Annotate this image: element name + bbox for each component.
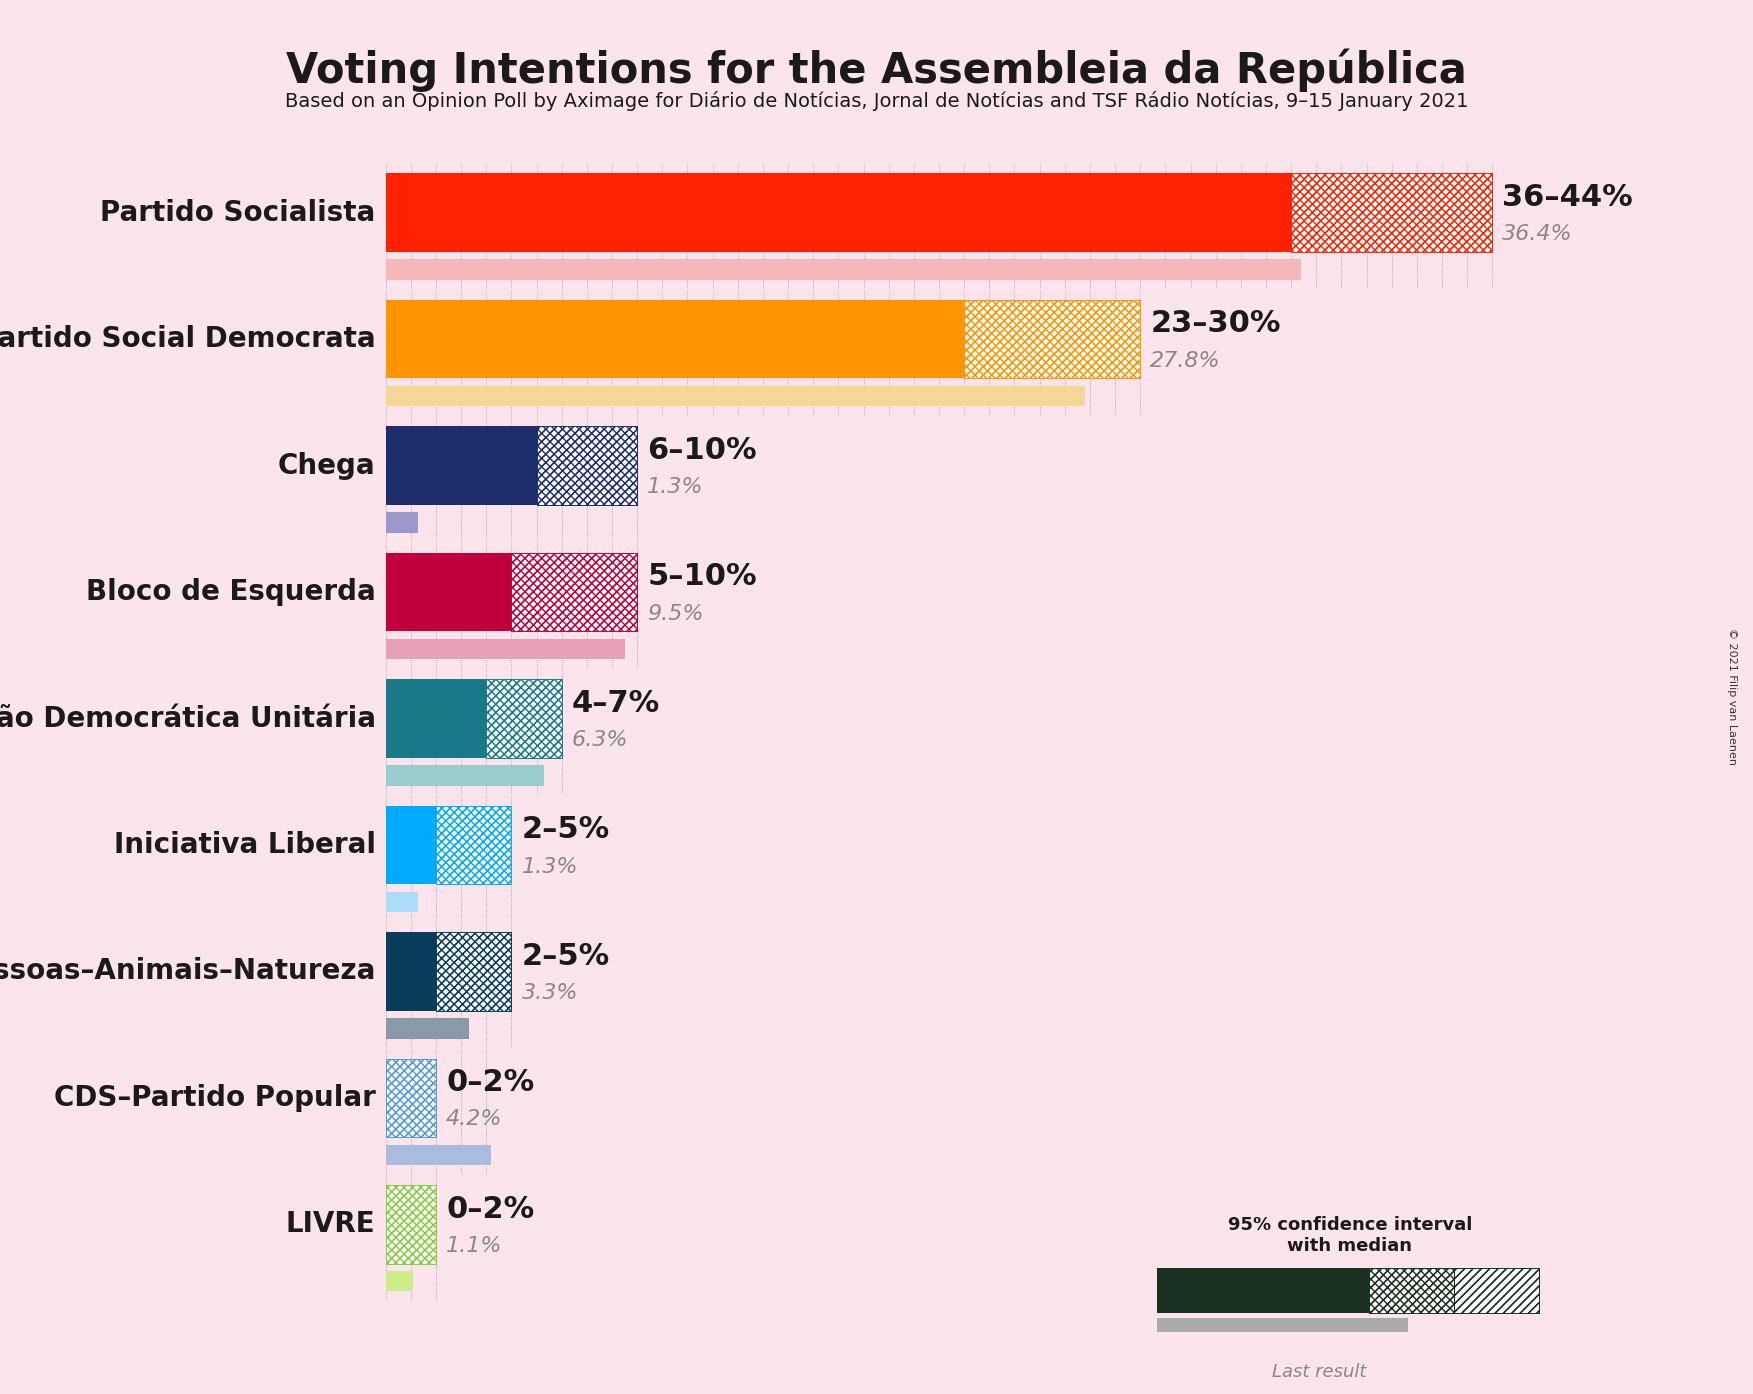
Bar bbox=[436, 806, 512, 884]
Bar bbox=[536, 427, 636, 505]
Text: LIVRE: LIVRE bbox=[286, 1210, 375, 1238]
Text: 6.3%: 6.3% bbox=[571, 730, 628, 750]
Text: Last result: Last result bbox=[1271, 1363, 1366, 1381]
Bar bbox=[386, 892, 419, 912]
Text: 3.3%: 3.3% bbox=[521, 983, 578, 1004]
Bar bbox=[386, 386, 1085, 406]
Bar bbox=[386, 1144, 491, 1165]
Bar bbox=[386, 553, 512, 631]
Bar bbox=[386, 933, 436, 1011]
Bar bbox=[386, 1185, 436, 1263]
Text: Pessoas–Animais–Natureza: Pessoas–Animais–Natureza bbox=[0, 958, 375, 986]
Text: 4.2%: 4.2% bbox=[445, 1110, 503, 1129]
Text: 36.4%: 36.4% bbox=[1502, 224, 1572, 244]
Bar bbox=[1453, 1269, 1539, 1313]
Bar bbox=[436, 933, 512, 1011]
Bar bbox=[386, 1059, 436, 1138]
Bar bbox=[386, 679, 486, 758]
Text: 2–5%: 2–5% bbox=[521, 942, 610, 970]
Text: Based on an Opinion Poll by Aximage for Diário de Notícias, Jornal de Notícias a: Based on an Opinion Poll by Aximage for … bbox=[284, 91, 1469, 110]
Bar bbox=[1453, 1269, 1539, 1313]
Bar bbox=[386, 173, 1292, 252]
Text: Partido Socialista: Partido Socialista bbox=[100, 199, 375, 227]
Bar bbox=[1292, 173, 1492, 252]
Text: 4–7%: 4–7% bbox=[571, 689, 661, 718]
Text: 36–44%: 36–44% bbox=[1502, 183, 1634, 212]
Bar bbox=[964, 300, 1139, 378]
Bar bbox=[964, 300, 1139, 378]
Text: Chega: Chega bbox=[279, 452, 375, 480]
Text: Coligação Democrática Unitária: Coligação Democrática Unitária bbox=[0, 704, 375, 733]
Bar bbox=[1157, 1269, 1369, 1313]
Bar bbox=[1369, 1269, 1453, 1313]
Bar bbox=[386, 513, 419, 533]
Bar bbox=[486, 679, 561, 758]
Bar bbox=[1292, 173, 1492, 252]
Text: 0–2%: 0–2% bbox=[445, 1068, 535, 1097]
Bar bbox=[386, 427, 536, 505]
Bar bbox=[386, 638, 624, 659]
Bar bbox=[386, 300, 964, 378]
Text: CDS–Partido Popular: CDS–Partido Popular bbox=[54, 1085, 375, 1112]
Bar bbox=[1292, 173, 1492, 252]
Bar bbox=[512, 553, 636, 631]
Bar bbox=[386, 1018, 468, 1039]
Text: 0–2%: 0–2% bbox=[445, 1195, 535, 1224]
Text: Bloco de Esquerda: Bloco de Esquerda bbox=[86, 579, 375, 606]
Bar bbox=[536, 427, 636, 505]
Text: 5–10%: 5–10% bbox=[647, 562, 757, 591]
Bar bbox=[386, 259, 1301, 280]
Text: 9.5%: 9.5% bbox=[647, 604, 703, 623]
Bar bbox=[964, 300, 1139, 378]
Bar bbox=[386, 765, 543, 786]
Text: 95% confidence interval
with median: 95% confidence interval with median bbox=[1227, 1216, 1473, 1255]
Bar bbox=[1157, 1319, 1408, 1333]
Bar bbox=[512, 553, 636, 631]
Text: Voting Intentions for the Assembleia da República: Voting Intentions for the Assembleia da … bbox=[286, 49, 1467, 92]
Bar bbox=[436, 806, 512, 884]
Text: 23–30%: 23–30% bbox=[1150, 309, 1281, 339]
Text: Iniciativa Liberal: Iniciativa Liberal bbox=[114, 831, 375, 859]
Bar bbox=[386, 1271, 414, 1291]
Bar bbox=[486, 679, 561, 758]
Bar bbox=[486, 679, 561, 758]
Bar bbox=[436, 933, 512, 1011]
Text: 6–10%: 6–10% bbox=[647, 436, 757, 466]
Bar bbox=[1369, 1269, 1453, 1313]
Bar bbox=[386, 1059, 436, 1138]
Text: 1.3%: 1.3% bbox=[521, 856, 578, 877]
Text: 2–5%: 2–5% bbox=[521, 815, 610, 845]
Bar bbox=[436, 806, 512, 884]
Bar bbox=[386, 1059, 436, 1138]
Bar bbox=[1369, 1269, 1453, 1313]
Bar bbox=[536, 427, 636, 505]
Text: © 2021 Filip van Laenen: © 2021 Filip van Laenen bbox=[1727, 629, 1737, 765]
Bar bbox=[1453, 1269, 1539, 1313]
Text: 1.1%: 1.1% bbox=[445, 1236, 503, 1256]
Bar bbox=[386, 806, 436, 884]
Bar bbox=[386, 1185, 436, 1263]
Text: Partido Social Democrata: Partido Social Democrata bbox=[0, 325, 375, 353]
Text: 1.3%: 1.3% bbox=[647, 477, 703, 498]
Text: 27.8%: 27.8% bbox=[1150, 351, 1220, 371]
Bar bbox=[436, 933, 512, 1011]
Bar bbox=[512, 553, 636, 631]
Bar bbox=[386, 1185, 436, 1263]
